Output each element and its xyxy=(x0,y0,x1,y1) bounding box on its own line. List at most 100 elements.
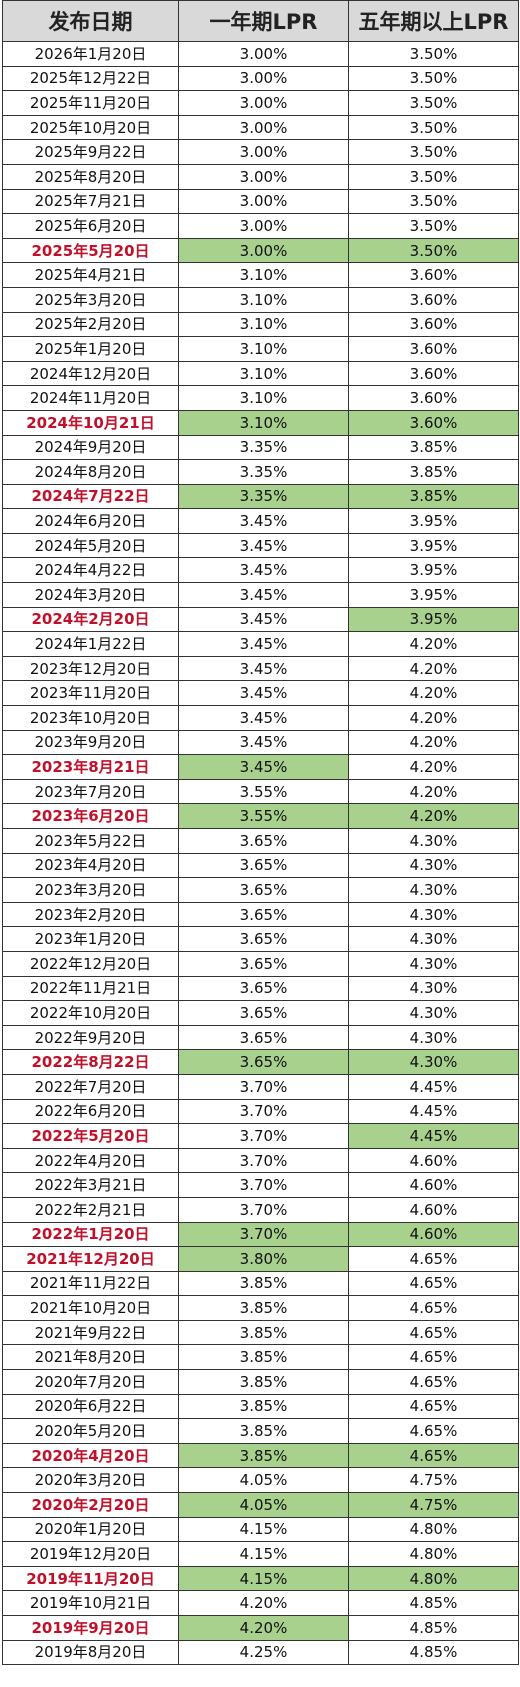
one-year-lpr-cell: 3.00% xyxy=(178,90,349,116)
one-year-lpr-cell: 3.65% xyxy=(178,1049,349,1075)
five-year-lpr-cell: 4.30% xyxy=(348,1049,519,1075)
release-date-cell: 2023年4月20日 xyxy=(2,852,179,879)
five-year-lpr-cell: 4.65% xyxy=(348,1418,519,1444)
table-row: 2022年7月20日 3.70% 4.45% xyxy=(2,1073,519,1100)
one-year-lpr-cell: 3.70% xyxy=(178,1172,349,1198)
table-row: 2020年6月22日 3.85% 4.65% xyxy=(2,1393,519,1420)
release-date-cell: 2023年2月20日 xyxy=(2,901,179,928)
one-year-lpr-cell: 3.35% xyxy=(178,434,349,461)
table-row: 2020年4月20日 3.85% 4.65% xyxy=(2,1442,519,1469)
one-year-lpr-cell: 3.85% xyxy=(178,1418,349,1444)
table-row: 2022年1月20日 3.70% 4.60% xyxy=(2,1221,519,1248)
table-row: 2019年10月21日 4.20% 4.85% xyxy=(2,1590,519,1616)
one-year-lpr-cell: 3.10% xyxy=(178,336,349,362)
table-row: 2024年5月20日 3.45% 3.95% xyxy=(2,532,519,559)
table-row: 2022年4月20日 3.70% 4.60% xyxy=(2,1147,519,1174)
one-year-lpr-cell: 3.70% xyxy=(178,1147,349,1174)
one-year-lpr-cell: 3.10% xyxy=(178,385,349,411)
five-year-lpr-cell: 4.45% xyxy=(348,1098,519,1125)
five-year-lpr-cell: 4.20% xyxy=(348,680,519,707)
five-year-lpr-cell: 4.65% xyxy=(348,1393,519,1420)
table-row: 2022年2月21日 3.70% 4.60% xyxy=(2,1196,519,1223)
five-year-lpr-cell: 3.85% xyxy=(348,483,519,510)
table-row: 2023年10月20日 3.45% 4.20% xyxy=(2,705,519,731)
table-body: 2026年1月20日 3.00% 3.50% 2025年12月22日 3.00% 3.50… xyxy=(2,41,519,1666)
five-year-lpr-cell: 4.45% xyxy=(348,1073,519,1100)
release-date-cell: 2020年1月20日 xyxy=(2,1516,179,1543)
five-year-lpr-cell: 3.50% xyxy=(348,163,519,190)
table-row: 2023年4月20日 3.65% 4.30% xyxy=(2,852,519,879)
one-year-lpr-cell: 3.00% xyxy=(178,188,349,215)
table-row: 2019年11月20日 4.15% 4.80% xyxy=(2,1565,519,1592)
release-date-cell: 2021年12月20日 xyxy=(2,1246,179,1272)
release-date-cell: 2023年1月20日 xyxy=(2,926,179,952)
one-year-lpr-cell: 3.55% xyxy=(178,803,349,829)
five-year-lpr-cell: 4.20% xyxy=(348,778,519,805)
five-year-lpr-cell: 4.65% xyxy=(348,1344,519,1371)
release-date-cell: 2025年12月22日 xyxy=(2,65,179,92)
five-year-lpr-cell: 3.50% xyxy=(348,65,519,92)
five-year-lpr-cell: 3.85% xyxy=(348,459,519,485)
release-date-cell: 2020年4月20日 xyxy=(2,1442,179,1469)
release-date-cell: 2024年11月20日 xyxy=(2,385,179,411)
one-year-lpr-cell: 3.45% xyxy=(178,508,349,534)
five-year-lpr-cell: 4.60% xyxy=(348,1172,519,1198)
table-row: 2022年5月20日 3.70% 4.45% xyxy=(2,1123,519,1149)
table-row: 2025年6月20日 3.00% 3.50% xyxy=(2,213,519,239)
table-row: 2020年1月20日 4.15% 4.80% xyxy=(2,1516,519,1543)
one-year-lpr-cell: 3.00% xyxy=(178,237,349,264)
release-date-cell: 2021年11月22日 xyxy=(2,1270,179,1297)
table-row: 2024年2月20日 3.45% 3.95% xyxy=(2,606,519,633)
five-year-lpr-cell: 3.60% xyxy=(348,286,519,313)
release-date-cell: 2022年12月20日 xyxy=(2,950,179,977)
release-date-cell: 2020年2月20日 xyxy=(2,1492,179,1518)
release-date-cell: 2019年8月20日 xyxy=(2,1639,179,1666)
five-year-lpr-cell: 4.60% xyxy=(348,1196,519,1223)
header-release-date: 发布日期 xyxy=(2,0,179,42)
one-year-lpr-cell: 3.10% xyxy=(178,262,349,288)
table-row: 2022年9月20日 3.65% 4.30% xyxy=(2,1024,519,1051)
one-year-lpr-cell: 3.65% xyxy=(178,926,349,952)
one-year-lpr-cell: 3.00% xyxy=(178,139,349,165)
table-row: 2021年9月22日 3.85% 4.65% xyxy=(2,1319,519,1346)
release-date-cell: 2022年2月21日 xyxy=(2,1196,179,1223)
five-year-lpr-cell: 4.20% xyxy=(348,729,519,756)
five-year-lpr-cell: 3.60% xyxy=(348,262,519,288)
table-row: 2025年11月20日 3.00% 3.50% xyxy=(2,90,519,116)
table-row: 2021年10月20日 3.85% 4.65% xyxy=(2,1295,519,1321)
one-year-lpr-cell: 4.05% xyxy=(178,1467,349,1494)
table-row: 2025年3月20日 3.10% 3.60% xyxy=(2,286,519,313)
five-year-lpr-cell: 3.60% xyxy=(348,409,519,436)
release-date-cell: 2020年6月22日 xyxy=(2,1393,179,1420)
table-row: 2023年2月20日 3.65% 4.30% xyxy=(2,901,519,928)
five-year-lpr-cell: 4.75% xyxy=(348,1467,519,1494)
one-year-lpr-cell: 3.10% xyxy=(178,286,349,313)
release-date-cell: 2022年10月20日 xyxy=(2,1000,179,1026)
release-date-cell: 2020年5月20日 xyxy=(2,1418,179,1444)
table-row: 2023年11月20日 3.45% 4.20% xyxy=(2,680,519,707)
table-row: 2025年8月20日 3.00% 3.50% xyxy=(2,163,519,190)
release-date-cell: 2024年1月22日 xyxy=(2,631,179,657)
five-year-lpr-cell: 3.50% xyxy=(348,213,519,239)
one-year-lpr-cell: 3.00% xyxy=(178,65,349,92)
release-date-cell: 2025年1月20日 xyxy=(2,336,179,362)
release-date-cell: 2023年11月20日 xyxy=(2,680,179,707)
release-date-cell: 2025年4月21日 xyxy=(2,262,179,288)
release-date-cell: 2022年5月20日 xyxy=(2,1123,179,1149)
release-date-cell: 2023年3月20日 xyxy=(2,877,179,903)
one-year-lpr-cell: 4.15% xyxy=(178,1516,349,1543)
five-year-lpr-cell: 4.85% xyxy=(348,1615,519,1641)
five-year-lpr-cell: 4.45% xyxy=(348,1123,519,1149)
release-date-cell: 2020年3月20日 xyxy=(2,1467,179,1494)
one-year-lpr-cell: 3.00% xyxy=(178,163,349,190)
five-year-lpr-cell: 4.30% xyxy=(348,926,519,952)
release-date-cell: 2024年7月22日 xyxy=(2,483,179,510)
release-date-cell: 2023年9月20日 xyxy=(2,729,179,756)
table-row: 2025年2月20日 3.10% 3.60% xyxy=(2,311,519,338)
five-year-lpr-cell: 4.30% xyxy=(348,975,519,1002)
five-year-lpr-cell: 3.60% xyxy=(348,360,519,387)
five-year-lpr-cell: 3.50% xyxy=(348,90,519,116)
one-year-lpr-cell: 3.85% xyxy=(178,1319,349,1346)
one-year-lpr-cell: 3.45% xyxy=(178,606,349,633)
